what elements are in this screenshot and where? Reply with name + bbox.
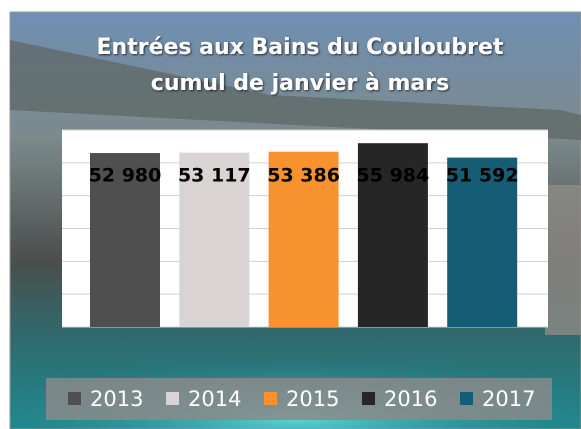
chart: Entrées aux Bains du Couloubret cumul de… [0,0,581,429]
legend-swatch [68,392,81,405]
value-label: 53 386 [267,165,340,187]
legend-label: 2014 [188,387,241,411]
legend-label: 2013 [90,387,143,411]
value-label: 52 980 [89,165,162,187]
value-label: 55 984 [357,165,430,187]
chart-title: Entrées aux Bains du Couloubret [97,35,504,60]
value-label: 51 592 [446,165,519,187]
chart-subtitle: cumul de janvier à mars [151,71,449,96]
legend-swatch [166,392,179,405]
legend-label: 2017 [482,387,535,411]
wall [545,185,581,335]
legend-swatch [264,392,277,405]
legend-label: 2015 [286,387,339,411]
legend-swatch [460,392,473,405]
value-label: 53 117 [178,165,251,187]
legend-label: 2016 [384,387,437,411]
legend-swatch [362,392,375,405]
